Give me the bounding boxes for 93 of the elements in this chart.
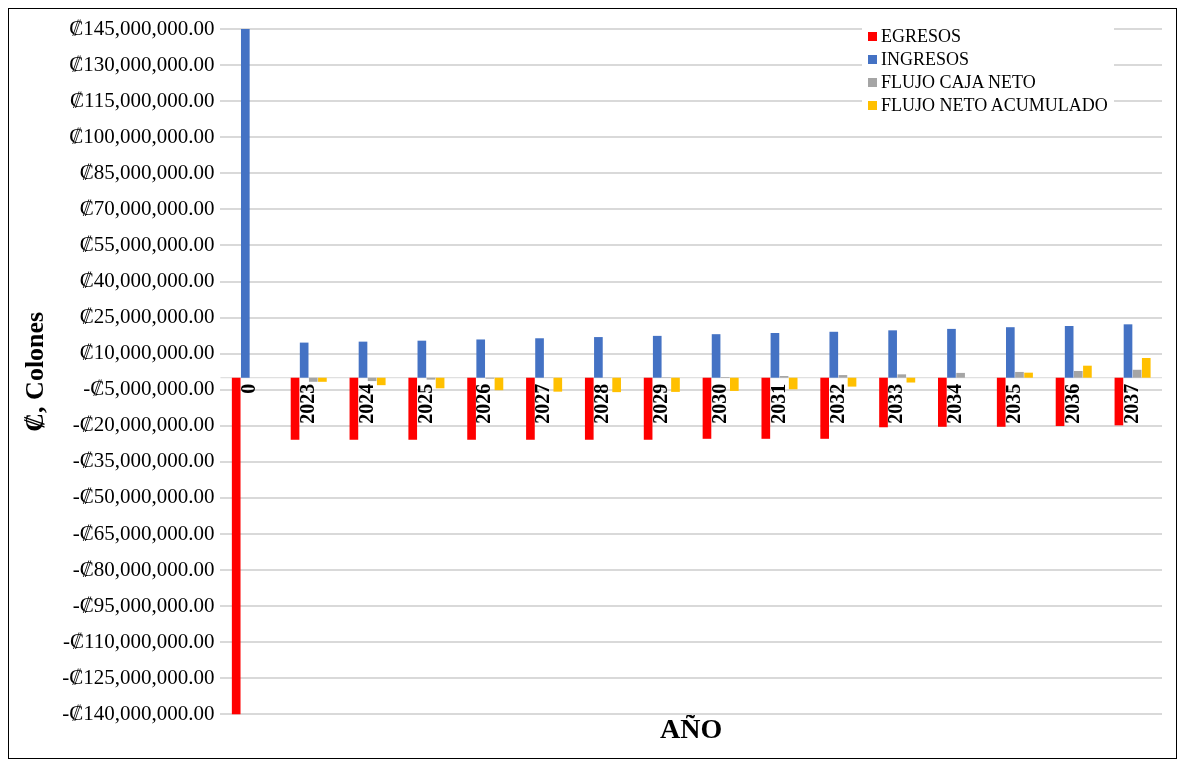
x-tick-label: 2029	[648, 383, 671, 424]
bar	[1015, 371, 1024, 378]
bar	[711, 334, 721, 378]
bar	[594, 337, 603, 378]
bar	[888, 330, 897, 378]
y-tick-label: ₡10,000,000.00	[79, 340, 215, 365]
x-tick-label: 2025	[413, 383, 436, 424]
x-tick-label: 2031	[766, 383, 789, 424]
x-tick-label: 2033	[884, 383, 907, 424]
bar	[671, 377, 680, 392]
y-tick-label: ₡130,000,000.00	[69, 51, 215, 76]
x-tick-label: 2032	[825, 383, 848, 424]
bar	[417, 340, 427, 378]
bar	[829, 331, 839, 378]
legend-label: EGRESOS	[881, 25, 962, 48]
y-tick-label: ₡85,000,000.00	[79, 159, 215, 184]
x-tick-label: 2035	[1002, 383, 1025, 424]
bar	[299, 342, 309, 378]
bar	[1132, 369, 1142, 378]
x-tick-label: 2024	[354, 383, 377, 424]
bar	[652, 335, 662, 378]
y-tick-label: -₡80,000,000.00	[72, 556, 215, 581]
bar	[879, 377, 888, 428]
x-tick-label: 2023	[295, 383, 318, 424]
bar	[1064, 326, 1074, 378]
y-tick-label: -₡65,000,000.00	[72, 520, 215, 545]
bar	[290, 377, 300, 440]
y-tick-label: -₡140,000,000.00	[62, 700, 215, 725]
bar	[408, 377, 418, 440]
y-tick-label: ₡55,000,000.00	[79, 231, 215, 256]
bar	[1024, 372, 1033, 378]
bar	[1073, 370, 1083, 378]
bar	[643, 377, 653, 440]
bar	[906, 377, 916, 383]
bar	[1005, 327, 1015, 378]
bar	[770, 332, 780, 378]
bar	[1114, 377, 1124, 426]
bar	[938, 377, 947, 427]
bar	[838, 375, 848, 378]
bar	[897, 374, 907, 378]
y-tick-label: ₡70,000,000.00	[79, 195, 215, 220]
bar	[526, 377, 535, 440]
x-axis-title: AÑO	[660, 713, 723, 745]
x-tick-label: 2030	[707, 383, 730, 424]
bar	[788, 377, 798, 390]
x-tick-label: 0	[237, 383, 260, 394]
y-tick-label: ₡40,000,000.00	[79, 268, 215, 293]
bar	[947, 328, 956, 378]
bar	[376, 377, 386, 386]
y-tick-label: -₡95,000,000.00	[72, 592, 215, 617]
legend-label: FLUJO NETO ACUMULADO	[881, 94, 1108, 117]
y-tick-label: ₡115,000,000.00	[69, 87, 215, 112]
y-axis-title: ₡, Colones	[20, 311, 50, 432]
x-tick-label: 2026	[472, 383, 495, 424]
bar	[231, 377, 241, 715]
x-tick-label: 2036	[1060, 383, 1083, 424]
bar	[318, 377, 327, 382]
bar	[847, 377, 857, 387]
x-tick-label: 2028	[590, 383, 613, 424]
bar	[1055, 377, 1065, 427]
legend-label: INGRESOS	[881, 48, 970, 71]
bar	[349, 377, 359, 440]
x-tick-label: 2027	[531, 383, 554, 424]
y-tick-label: ₡25,000,000.00	[79, 304, 215, 329]
x-tick-label: 2034	[943, 383, 966, 424]
y-tick-label: ₡145,000,000.00	[69, 15, 215, 40]
bar	[476, 339, 486, 378]
bar	[240, 29, 250, 378]
x-tick-label: 2037	[1119, 383, 1142, 424]
bar	[553, 377, 563, 392]
bar	[358, 341, 368, 378]
bar	[1083, 365, 1092, 378]
bar	[1141, 357, 1151, 378]
y-tick-label: -₡35,000,000.00	[72, 448, 215, 473]
y-tick-label: -₡125,000,000.00	[62, 664, 215, 689]
bar	[308, 377, 318, 382]
bar	[535, 338, 544, 378]
y-tick-label: -₡5,000,000.00	[83, 376, 215, 401]
y-tick-label: -₡20,000,000.00	[72, 412, 215, 437]
legend-label: FLUJO CAJA NETO	[881, 71, 1036, 94]
y-tick-label: -₡110,000,000.00	[62, 628, 215, 653]
bar	[820, 377, 829, 439]
bar	[1123, 324, 1133, 378]
bar	[702, 377, 712, 439]
y-tick-label: ₡100,000,000.00	[69, 123, 215, 148]
bar	[730, 377, 739, 391]
bar	[996, 377, 1006, 427]
bar	[612, 377, 621, 393]
bar	[584, 377, 594, 440]
bar	[467, 377, 476, 440]
bar	[761, 377, 771, 439]
y-tick-label: -₡50,000,000.00	[72, 484, 215, 509]
bar	[956, 372, 965, 378]
